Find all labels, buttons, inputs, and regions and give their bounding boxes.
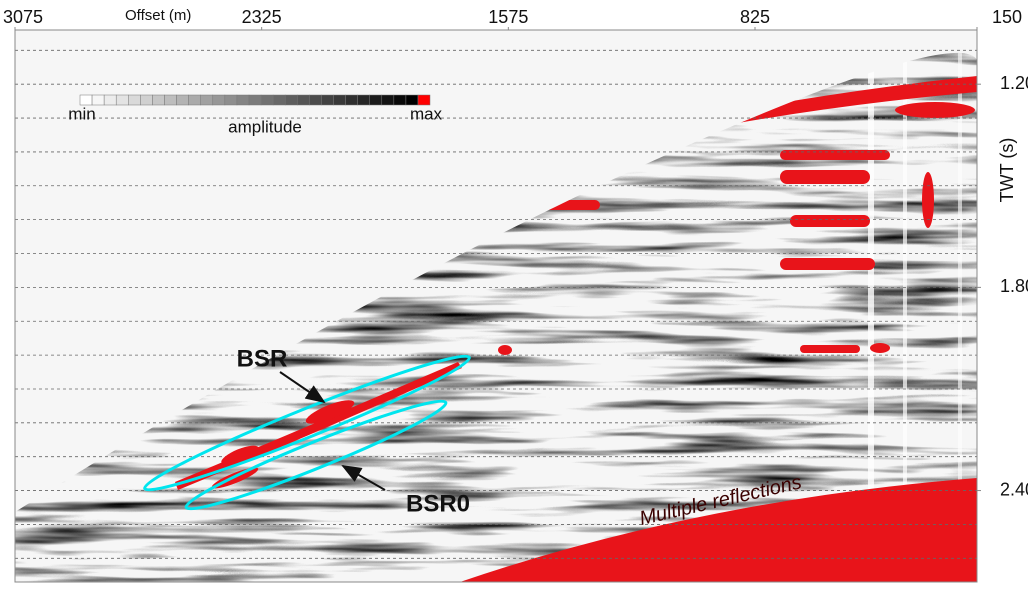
colorbar-cell: [284, 94, 298, 106]
colorbar-min-label: min: [68, 104, 95, 123]
colorbar-cell: [345, 94, 358, 106]
colorbar-cell: [381, 94, 395, 106]
seismic-section: [15, 30, 977, 582]
y-axis-label: TWT (s): [997, 138, 1017, 203]
colorbar-label: amplitude: [228, 117, 302, 136]
colorbar-max-label: max: [410, 104, 443, 123]
bsr0-ellipse: [184, 399, 448, 511]
y-tick-label: 1.80: [1000, 276, 1028, 296]
x-tick-label: 150: [992, 7, 1022, 27]
colorbar-cell: [333, 94, 346, 106]
annotation: BSR: [237, 345, 288, 372]
colorbar-cell: [260, 94, 274, 106]
colorbar-cell: [164, 94, 177, 106]
colorbar-cell: [115, 94, 129, 106]
colorbar-cell: [224, 94, 238, 106]
colorbar-cell: [321, 94, 334, 106]
plot-frame: [14, 29, 978, 583]
colorbar: min amplitude max: [68, 94, 443, 136]
colorbar-cell: [188, 94, 201, 106]
colorbar-cell: [357, 94, 370, 106]
colorbar-cell: [236, 94, 250, 106]
colorbar-cell: [140, 94, 153, 106]
x-axis-label: Offset (m): [125, 7, 191, 24]
y-tick-label: 2.40: [1000, 479, 1028, 499]
grid: [15, 49, 977, 559]
bsr-highlights: [143, 354, 471, 511]
colorbar-cell: [297, 94, 310, 106]
colorbar-cell: [152, 94, 165, 106]
colorbar-cell: [272, 94, 286, 106]
x-tick-label: 1575: [488, 7, 528, 27]
colorbar-cell: [176, 94, 189, 106]
colorbar-cell: [200, 94, 214, 106]
colorbar-cell: [309, 94, 322, 106]
colorbar-cell: [393, 94, 407, 106]
colorbar-cell: [212, 94, 226, 106]
y-tick-label: 1.20: [1000, 73, 1028, 93]
x-tick-label: 2325: [242, 7, 282, 27]
colorbar-cell: [103, 94, 117, 106]
bsr-ellipse: [143, 354, 471, 492]
annotation: BSR0: [406, 490, 470, 517]
colorbar-cell: [369, 94, 383, 106]
colorbar-max-cell: [417, 94, 431, 106]
x-tick-label: 825: [740, 7, 770, 27]
colorbar-cell: [248, 94, 262, 106]
x-tick-label: 3075: [3, 7, 43, 27]
colorbar-cell: [128, 94, 141, 106]
